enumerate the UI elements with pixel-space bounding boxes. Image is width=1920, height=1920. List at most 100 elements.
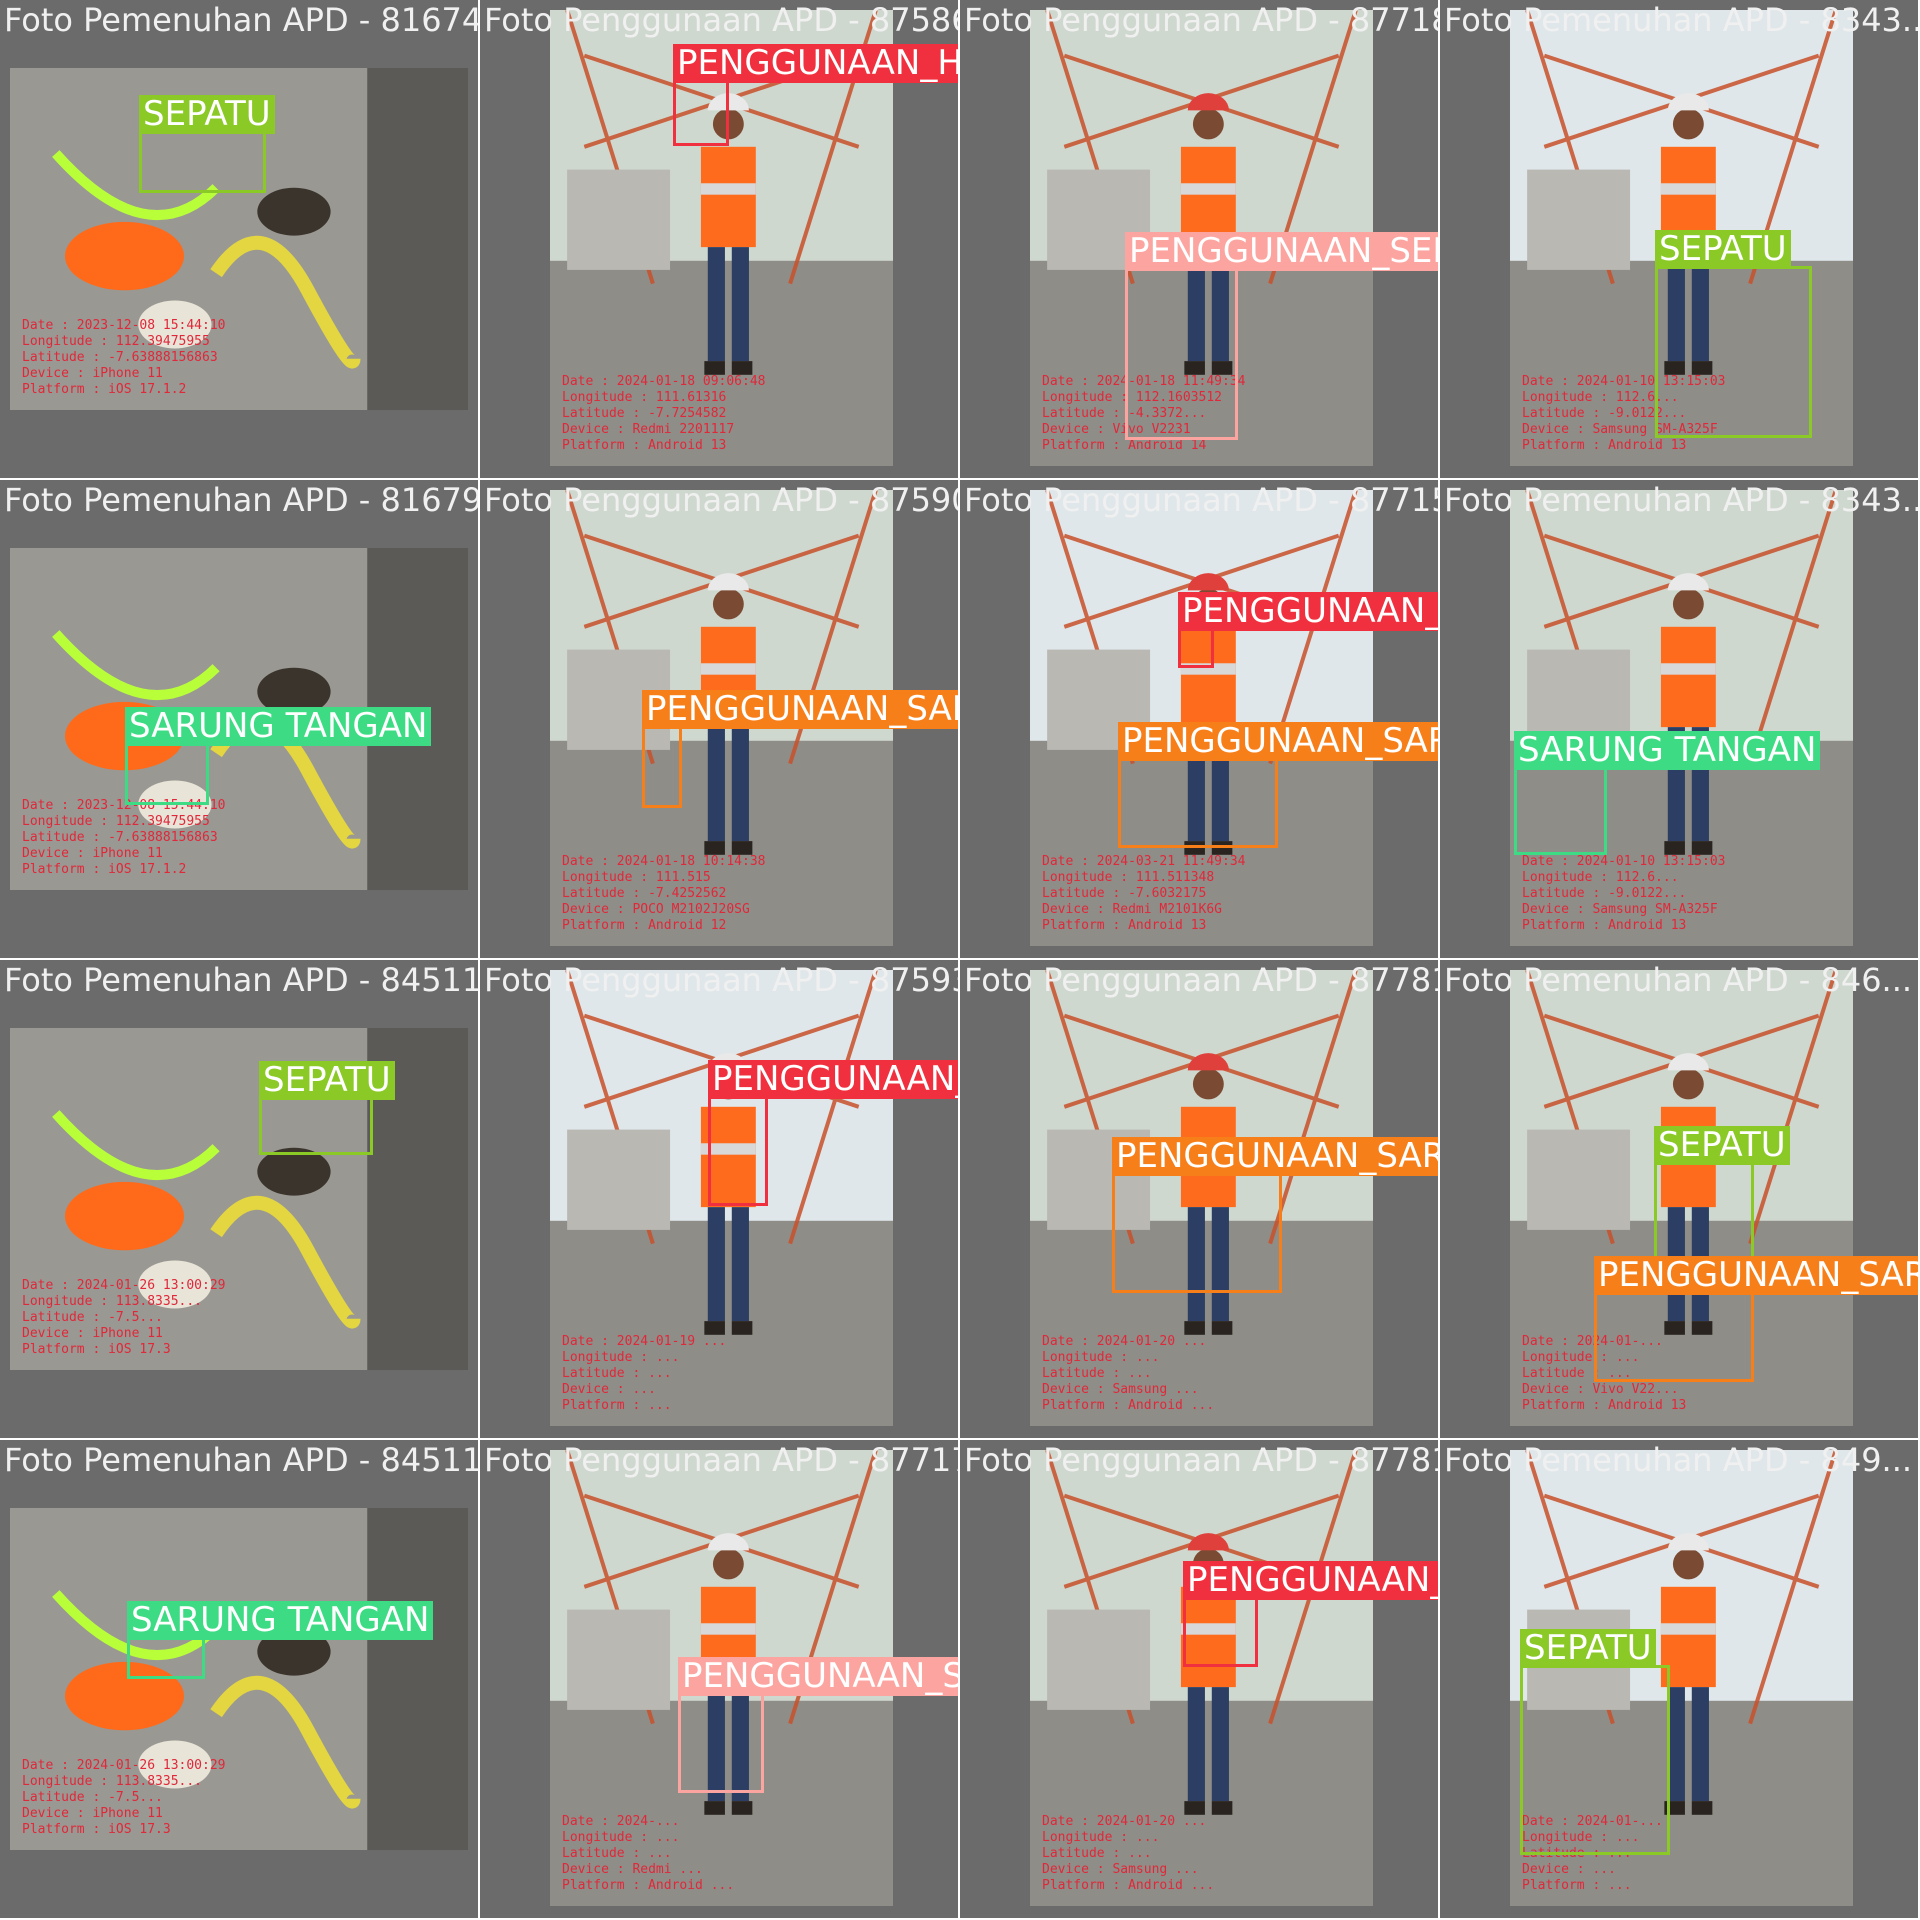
- detection-label: SEPATU: [259, 1061, 395, 1100]
- photo-scene: [1030, 490, 1373, 946]
- detection-box: PENGGUNAAN_SEPATU: [1125, 232, 1438, 440]
- grid-cell: Date : 2023-12-08 15:44:10 Longitude : 1…: [0, 480, 478, 958]
- cell-photo: Date : 2024-01-... Longitude : ... Latit…: [1510, 970, 1853, 1426]
- grid-cell: Date : 2024-... Longitude : ... Latitude…: [480, 1440, 958, 1918]
- photo-metadata-overlay: Date : 2024-01-... Longitude : ... Latit…: [1522, 1334, 1687, 1413]
- photo-scene: [550, 10, 893, 466]
- cell-photo: Date : 2024-03-21 11:49:34 Longitude : 1…: [1030, 490, 1373, 946]
- detection-label: PENGGUNAAN_SARUNG_TANGAN: [1594, 1256, 1918, 1295]
- detection-box: PENGGUNAAN_SARUNG_TANGAN: [1594, 1256, 1918, 1382]
- detection-label: PENGGUNAAN_SARUNG_TANGAN: [1112, 1137, 1438, 1176]
- detection-label: SARUNG TANGAN: [127, 1601, 434, 1640]
- cell-caption: Foto Pemenuhan APD - 8343...: [1444, 1, 1918, 39]
- detection-box: PENGGUNAAN_SARUNG_TANGAN: [1118, 722, 1438, 848]
- detection-label: SEPATU: [139, 95, 275, 134]
- cell-photo: Date : 2024-01-18 09:06:48 Longitude : 1…: [550, 10, 893, 466]
- grid-cell: Date : 2024-01-26 13:00:29 Longitude : 1…: [0, 1440, 478, 1918]
- photo-metadata-overlay: Date : 2024-01-19 ... Longitude : ... La…: [562, 1334, 727, 1413]
- detection-box: SARUNG TANGAN: [1514, 731, 1821, 855]
- grid-cell: Date : 2024-01-... Longitude : ... Latit…: [1440, 960, 1918, 1438]
- grid-cell: Date : 2024-01-18 10:14:38 Longitude : 1…: [480, 480, 958, 958]
- cell-photo: Date : 2024-... Longitude : ... Latitude…: [550, 1450, 893, 1906]
- grid-cell: Date : 2024-01-10 13:15:03 Longitude : 1…: [1440, 480, 1918, 958]
- cell-photo: Date : 2024-01-20 ... Longitude : ... La…: [1030, 1450, 1373, 1906]
- detection-label: PENGGUNAAN_HELM: [1183, 1561, 1438, 1600]
- cell-caption: Foto Pemenuhan APD - 8451138.jpeg: [4, 1441, 478, 1479]
- cell-photo: Date : 2024-01-20 ... Longitude : ... La…: [1030, 970, 1373, 1426]
- cell-caption: Foto Penggunaan APD - 8771828.jpeg: [964, 1, 1438, 39]
- photo-scene: [1510, 1450, 1853, 1906]
- photo-metadata-overlay: Date : 2024-01-20 ... Longitude : ... La…: [1042, 1334, 1215, 1413]
- detection-box: SARUNG TANGAN: [125, 707, 432, 805]
- detection-box: PENGGUNAAN_SARUNG_TANGAN: [642, 690, 958, 808]
- detection-label: PENGGUNAAN_SEPATU: [678, 1657, 958, 1696]
- detection-box: SEPATU: [1655, 230, 1812, 438]
- detection-box: PENGGUNAAN_HELM: [673, 44, 958, 146]
- cell-caption: Foto Penggunaan APD - 8778118.jpeg: [964, 961, 1438, 999]
- detection-label: PENGGUNAAN_SEPATU: [1125, 232, 1438, 271]
- cell-caption: Foto Pemenuhan APD - 8451138.jpeg: [4, 961, 478, 999]
- grid-cell: Date : 2024-03-21 11:49:34 Longitude : 1…: [960, 480, 1438, 958]
- photo-metadata-overlay: Date : 2024-01-20 ... Longitude : ... La…: [1042, 1814, 1215, 1893]
- photo-scene: [1510, 970, 1853, 1426]
- photo-metadata-overlay: Date : 2024-01-26 13:00:29 Longitude : 1…: [22, 1278, 226, 1357]
- photo-metadata-overlay: Date : 2024-01-10 13:15:03 Longitude : 1…: [1522, 854, 1726, 933]
- detection-box: SARUNG TANGAN: [127, 1601, 434, 1679]
- grid-cell: Date : 2024-01-20 ... Longitude : ... La…: [960, 1440, 1438, 1918]
- grid-cell: Date : 2024-01-26 13:00:29 Longitude : 1…: [0, 960, 478, 1438]
- cell-photo: Date : 2024-01-19 ... Longitude : ... La…: [550, 970, 893, 1426]
- cell-caption: Foto Pemenuhan APD - 846...: [1444, 961, 1913, 999]
- detection-label: SEPATU: [1654, 1126, 1790, 1165]
- photo-metadata-overlay: Date : 2024-01-26 13:00:29 Longitude : 1…: [22, 1758, 226, 1837]
- detection-label: SEPATU: [1655, 230, 1791, 269]
- photo-scene: [1030, 1450, 1373, 1906]
- detection-box: PENGGUNAAN_HELM: [1178, 592, 1438, 668]
- detection-label: SEPATU: [1520, 1629, 1656, 1668]
- detection-box: SEPATU: [139, 95, 275, 193]
- photo-metadata-overlay: Date : 2024-... Longitude : ... Latitude…: [562, 1814, 735, 1893]
- cell-caption: Foto Pemenuhan APD - 849...: [1444, 1441, 1913, 1479]
- cell-caption: Foto Penggunaan APD - 8759016.jpeg: [484, 481, 958, 519]
- photo-metadata-overlay: Date : 2024-03-21 11:49:34 Longitude : 1…: [1042, 854, 1246, 933]
- photo-metadata-overlay: Date : 2024-01-18 11:49:34 Longitude : 1…: [1042, 374, 1246, 453]
- cell-caption: Foto Pemenuhan APD - 8167945.jpeg: [4, 481, 478, 519]
- photo-metadata-overlay: Date : 2023-12-08 15:44:10 Longitude : 1…: [22, 798, 226, 877]
- detection-box: SEPATU: [259, 1061, 395, 1155]
- detection-box: PENGGUNAAN_SARUNG_TANGAN: [1112, 1137, 1438, 1293]
- grid-cell: Date : 2024-01-18 11:49:34 Longitude : 1…: [960, 0, 1438, 478]
- grid-cell: Date : 2024-01-19 ... Longitude : ... La…: [480, 960, 958, 1438]
- photo-metadata-overlay: Date : 2024-01-10 13:15:03 Longitude : 1…: [1522, 374, 1726, 453]
- cell-caption: Foto Penggunaan APD - 8778118.jpeg: [964, 1441, 1438, 1479]
- photo-metadata-overlay: Date : 2024-01-18 10:14:38 Longitude : 1…: [562, 854, 766, 933]
- grid-cell: Date : 2024-01-10 13:15:03 Longitude : 1…: [1440, 0, 1918, 478]
- detection-box: SEPATU: [1654, 1126, 1790, 1274]
- detection-box: PENGGUNAAN_SEPATU: [678, 1657, 958, 1793]
- grid-cell: Date : 2024-01-18 09:06:48 Longitude : 1…: [480, 0, 958, 478]
- detection-box: PENGGUNAAN_HELM: [708, 1060, 958, 1206]
- photo-scene: [1030, 970, 1373, 1426]
- cell-caption: Foto Penggunaan APD - 8758604.jpeg: [484, 1, 958, 39]
- cell-photo: Date : 2024-01-... Longitude : ... Latit…: [1510, 1450, 1853, 1906]
- detection-label: SARUNG TANGAN: [1514, 731, 1821, 770]
- cell-caption: Foto Penggunaan APD - 8759364.jpeg: [484, 961, 958, 999]
- detection-label: PENGGUNAAN_SARUNG_TANGAN: [642, 690, 958, 729]
- detection-label: SARUNG TANGAN: [125, 707, 432, 746]
- detection-box: PENGGUNAAN_HELM: [1183, 1561, 1438, 1667]
- detection-label: PENGGUNAAN_SARUNG_TANGAN: [1118, 722, 1438, 761]
- cell-caption: Foto Penggunaan APD - 8771703.jpeg: [484, 1441, 958, 1479]
- photo-metadata-overlay: Date : 2023-12-08 15:44:10 Longitude : 1…: [22, 318, 226, 397]
- detection-label: PENGGUNAAN_HELM: [673, 44, 958, 83]
- cell-photo: Date : 2024-01-10 13:15:03 Longitude : 1…: [1510, 490, 1853, 946]
- detection-label: PENGGUNAAN_HELM: [708, 1060, 958, 1099]
- cell-caption: Foto Pemenuhan APD - 8343...: [1444, 481, 1918, 519]
- detection-label: PENGGUNAAN_HELM: [1178, 592, 1438, 631]
- photo-metadata-overlay: Date : 2024-01-18 09:06:48 Longitude : 1…: [562, 374, 766, 453]
- cell-photo: Date : 2024-01-26 13:00:29 Longitude : 1…: [10, 1028, 468, 1370]
- cell-caption: Foto Penggunaan APD - 8771594.jpeg: [964, 481, 1438, 519]
- cell-caption: Foto Pemenuhan APD - 8167420.jpeg: [4, 1, 478, 39]
- photo-scene: [550, 1450, 893, 1906]
- photo-scene: [10, 1508, 468, 1850]
- detection-box: SEPATU: [1520, 1629, 1670, 1855]
- grid-cell: Date : 2023-12-08 15:44:10 Longitude : 1…: [0, 0, 478, 478]
